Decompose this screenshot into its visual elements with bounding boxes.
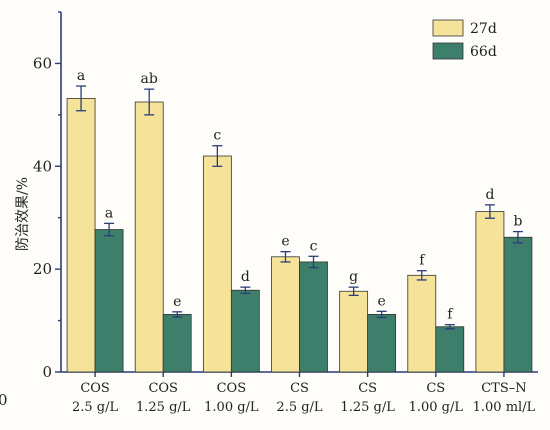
category-label-line2: 2.5 g/L xyxy=(276,400,323,415)
category-label-line1: CTS–N xyxy=(481,381,526,396)
bar-group-first: g xyxy=(339,269,369,373)
bar-27d xyxy=(134,101,164,373)
bar-27d xyxy=(202,155,232,373)
significance-letter: a xyxy=(105,205,113,221)
significance-letter: c xyxy=(213,128,221,144)
bar-group-second: a xyxy=(94,205,124,373)
significance-letter: b xyxy=(513,214,522,230)
category-label-line1: COS xyxy=(80,381,110,396)
legend-label-66d: 66d xyxy=(470,44,497,60)
y-axis-title-group: 防治效果/% xyxy=(15,177,31,251)
bar-66d xyxy=(230,289,260,373)
category-label-line2: 1.00 g/L xyxy=(204,400,259,415)
bar-27d xyxy=(66,98,96,373)
y-tick-label: 0 xyxy=(42,363,52,381)
significance-letter: e xyxy=(173,294,181,310)
bar-group-second: e xyxy=(367,293,397,373)
category-label-line2: 1.25 g/L xyxy=(136,400,191,415)
category-label-line1: CS xyxy=(426,381,445,396)
y-axis-title: 防治效果/% xyxy=(15,177,31,251)
bar-group-first: f xyxy=(407,253,437,373)
significance-letter: e xyxy=(377,293,385,309)
bar-66d xyxy=(367,313,397,373)
category-label-line2: 1.00 ml/L xyxy=(473,400,536,415)
bar-66d xyxy=(162,313,192,373)
bar-group-second: c xyxy=(299,238,328,373)
bar-66d xyxy=(503,236,533,373)
bars: a a ab e c d e c g e f f d b xyxy=(66,68,533,373)
bar-group-second: f xyxy=(435,307,465,373)
bar-group-first: e xyxy=(271,234,300,373)
bar-66d xyxy=(435,326,465,373)
category-label-line2: 1.00 g/L xyxy=(409,400,464,415)
bar-group-first: c xyxy=(202,128,232,373)
bar-27d xyxy=(407,274,437,373)
bar-group-second: e xyxy=(162,294,192,373)
category-label-line1: CS xyxy=(358,381,377,396)
significance-letter: ab xyxy=(141,71,158,87)
y-tick-label: 40 xyxy=(33,157,52,175)
bar-group-second: d xyxy=(230,269,260,373)
significance-letter: a xyxy=(77,68,85,84)
bar-group-second: b xyxy=(503,214,533,373)
bar-group-first: a xyxy=(66,68,96,373)
category-label-line1: CS xyxy=(290,381,309,396)
bar-66d xyxy=(94,229,124,373)
category-labels: COS 2.5 g/L COS 1.25 g/L COS 1.00 g/L CS 2.5 g/… xyxy=(72,381,536,415)
y-tick-label: 60 xyxy=(33,54,52,72)
bar-27d xyxy=(271,256,300,373)
legend-swatch-27d xyxy=(432,19,464,37)
y-tick-label: 20 xyxy=(33,260,52,278)
bar-group-first: d xyxy=(475,187,505,373)
stray-edge-label: 0 xyxy=(0,391,8,409)
bar-27d xyxy=(475,211,505,373)
significance-letter: d xyxy=(241,269,250,285)
significance-letter: c xyxy=(310,238,318,254)
bar-66d xyxy=(299,261,328,373)
category-label-line1: COS xyxy=(217,381,247,396)
legend-label-27d: 27d xyxy=(470,21,497,37)
significance-letter: f xyxy=(419,253,426,269)
significance-letter: d xyxy=(485,187,494,203)
category-label-line2: 2.5 g/L xyxy=(72,400,119,415)
category-label-line1: COS xyxy=(148,381,178,396)
category-label-line2: 1.25 g/L xyxy=(340,400,395,415)
significance-letter: e xyxy=(281,234,289,250)
bar-27d xyxy=(339,290,369,373)
legend-swatch-66d xyxy=(432,42,464,60)
significance-letter: g xyxy=(349,269,358,285)
bar-group-first: ab xyxy=(134,71,164,373)
significance-letter: f xyxy=(447,307,454,323)
